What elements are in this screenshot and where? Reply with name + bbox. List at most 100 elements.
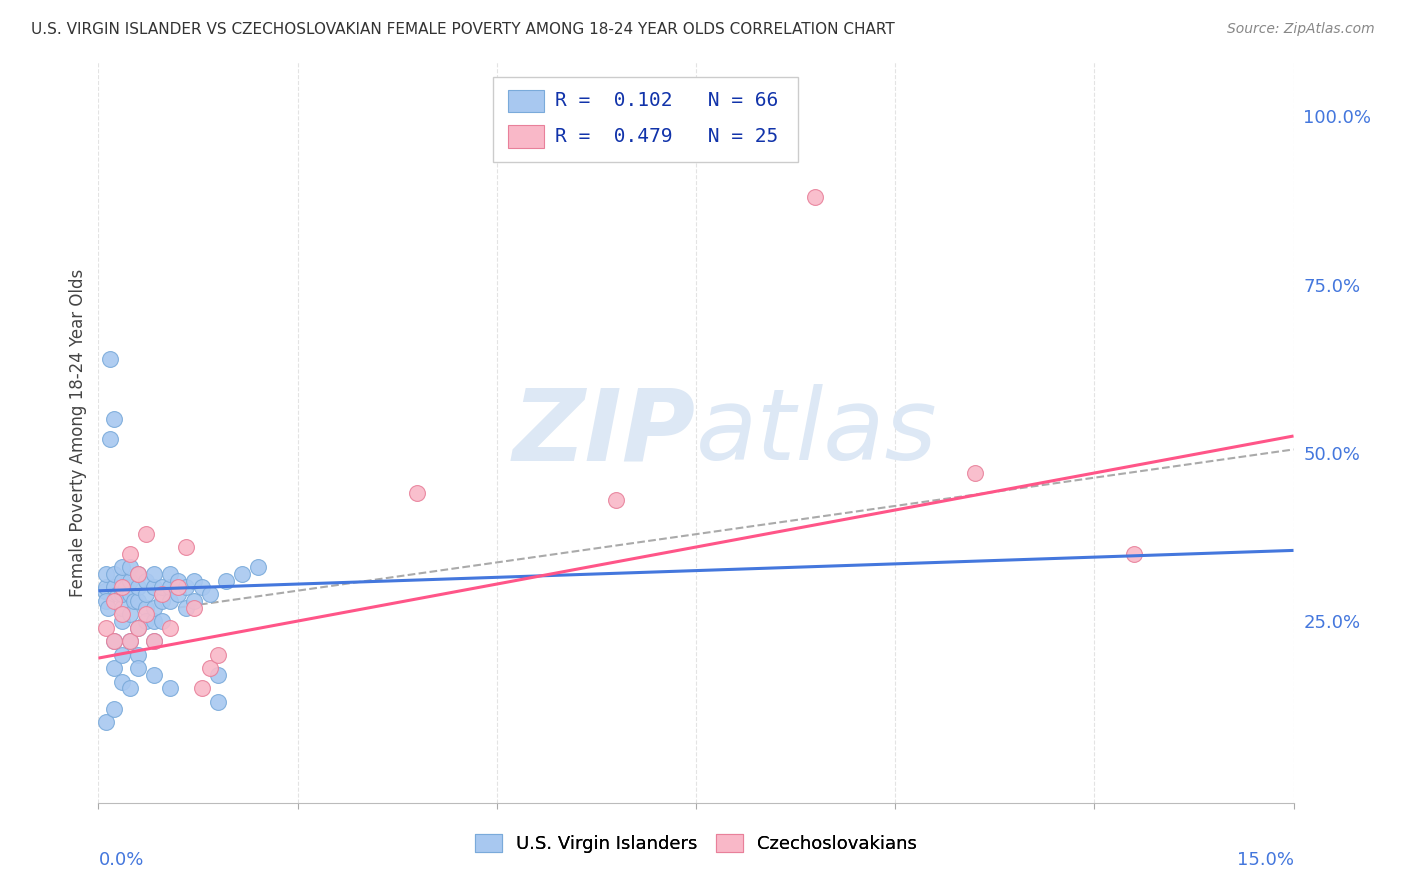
Point (167, 574, 190, 588)
Point (96, 581, 118, 595)
Point (98, 351, 122, 366)
Point (183, 600, 205, 615)
Point (183, 574, 205, 588)
Point (207, 695, 229, 709)
Point (135, 614, 157, 628)
Point (159, 581, 181, 595)
Point (143, 614, 166, 628)
Point (135, 526, 157, 541)
Point (103, 661, 125, 675)
Point (127, 661, 149, 675)
Point (191, 681, 214, 696)
Point (198, 587, 221, 601)
Point (103, 701, 125, 715)
Point (605, 492, 627, 507)
Point (246, 560, 269, 574)
Point (97, 600, 120, 615)
FancyBboxPatch shape (509, 90, 544, 112)
Point (127, 566, 149, 581)
Point (127, 594, 149, 608)
Point (207, 648, 229, 662)
Point (111, 648, 134, 662)
Point (159, 681, 181, 696)
Point (111, 574, 134, 588)
Point (120, 634, 142, 648)
Point (103, 412, 125, 426)
Point (804, 190, 827, 204)
Point (103, 594, 125, 608)
Legend: U.S. Virgin Islanders, Czechoslovakians: U.S. Virgin Islanders, Czechoslovakians (468, 827, 924, 861)
Point (143, 566, 166, 581)
Point (150, 587, 173, 601)
Point (135, 600, 157, 615)
Text: U.S. VIRGIN ISLANDER VS CZECHOSLOVAKIAN FEMALE POVERTY AMONG 18-24 YEAR OLDS COR: U.S. VIRGIN ISLANDER VS CZECHOSLOVAKIAN … (31, 22, 894, 37)
Point (207, 668, 229, 682)
Point (135, 587, 157, 601)
Point (198, 661, 221, 675)
Point (231, 566, 253, 581)
Point (159, 621, 181, 635)
Point (120, 560, 142, 574)
Point (96, 594, 118, 608)
FancyBboxPatch shape (509, 126, 544, 147)
Point (143, 634, 166, 648)
Point (167, 587, 190, 601)
Point (120, 607, 142, 622)
Point (94, 583, 117, 598)
Point (107, 587, 129, 601)
Point (103, 566, 125, 581)
Point (143, 634, 166, 648)
Text: R =  0.479   N = 25: R = 0.479 N = 25 (555, 127, 778, 146)
Point (96, 714, 118, 729)
Point (111, 560, 134, 574)
Y-axis label: Female Poverty Among 18-24 Year Olds: Female Poverty Among 18-24 Year Olds (69, 268, 87, 597)
Point (111, 587, 134, 601)
Point (135, 607, 157, 622)
Point (127, 621, 149, 635)
Text: ZIP: ZIP (513, 384, 696, 481)
Point (143, 600, 166, 615)
Point (120, 681, 142, 696)
Point (124, 594, 146, 608)
Point (103, 634, 125, 648)
Point (120, 574, 142, 588)
Point (127, 621, 149, 635)
Point (183, 594, 205, 608)
Point (96, 621, 118, 635)
Point (120, 587, 142, 601)
Point (111, 674, 134, 689)
Point (150, 594, 173, 608)
Point (174, 581, 197, 595)
Text: Source: ZipAtlas.com: Source: ZipAtlas.com (1227, 22, 1375, 37)
Point (167, 581, 190, 595)
Point (143, 581, 166, 595)
Point (159, 594, 181, 608)
Point (127, 648, 149, 662)
Point (135, 574, 157, 588)
Point (127, 581, 149, 595)
Point (143, 668, 166, 682)
Text: R =  0.102   N = 66: R = 0.102 N = 66 (555, 92, 778, 111)
Point (98, 433, 122, 447)
Point (103, 634, 125, 648)
Point (150, 581, 173, 595)
Point (215, 574, 238, 588)
Point (111, 581, 134, 595)
Point (111, 614, 134, 628)
Point (963, 466, 986, 480)
Point (159, 566, 181, 581)
Point (103, 581, 125, 595)
Point (174, 600, 197, 615)
Text: atlas: atlas (696, 384, 938, 481)
Point (191, 581, 214, 595)
Point (111, 607, 134, 622)
Point (120, 634, 142, 648)
Point (115, 581, 138, 595)
Text: 0.0%: 0.0% (98, 851, 143, 869)
Point (1123, 547, 1146, 561)
Point (120, 547, 142, 561)
Point (406, 486, 429, 500)
Point (127, 566, 149, 581)
Point (111, 600, 134, 615)
Point (174, 540, 197, 554)
